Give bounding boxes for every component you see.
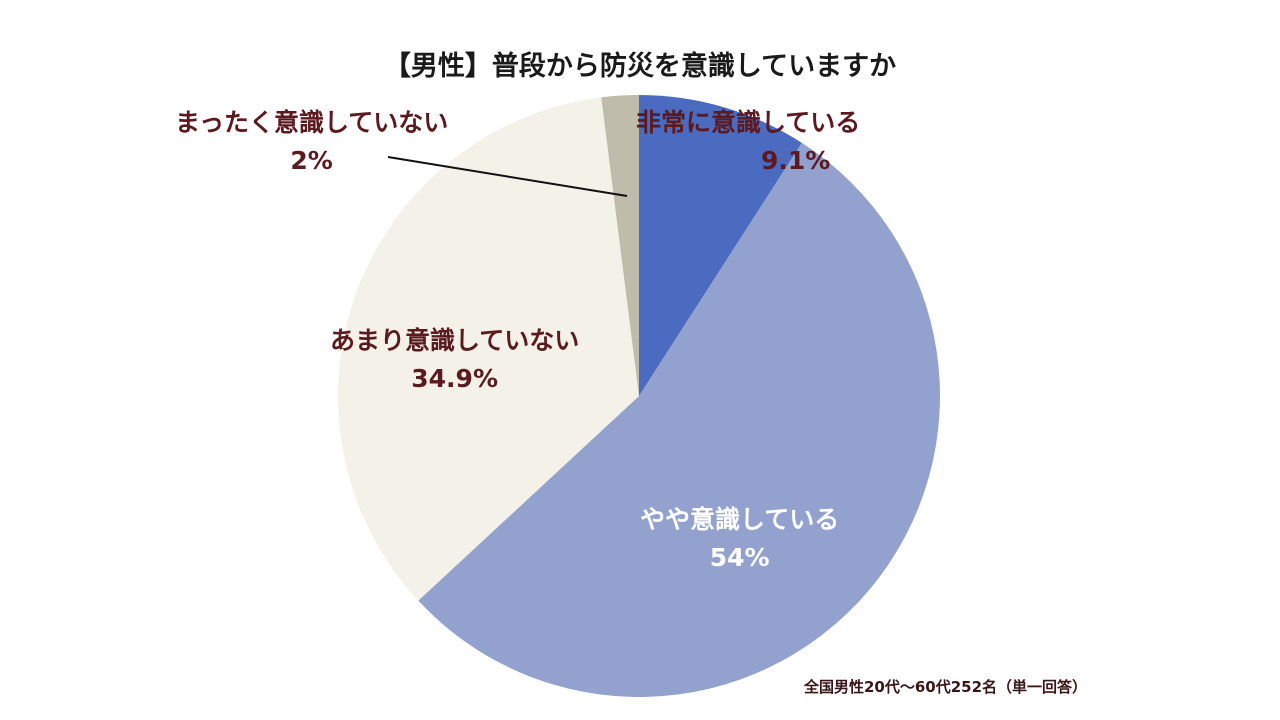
slice-label-0: 非常に意識している 9.1% bbox=[636, 104, 860, 180]
slice-name: 非常に意識している bbox=[636, 108, 861, 137]
leader-line bbox=[387, 156, 628, 197]
pie-slice-3 bbox=[601, 95, 639, 396]
pie-slice-0 bbox=[639, 95, 802, 396]
slice-name: あまり意識していない bbox=[330, 326, 580, 355]
slice-value: 2% bbox=[290, 146, 333, 175]
slice-label-2: あまり意識していない 34.9% bbox=[330, 322, 579, 398]
slice-label-3: まったく意識していない 2% bbox=[175, 104, 448, 180]
pie-slice-2 bbox=[338, 97, 639, 601]
slice-label-1: やや意識している 54% bbox=[640, 501, 839, 577]
pie-slice-1 bbox=[418, 142, 941, 698]
slice-value: 34.9% bbox=[411, 364, 498, 393]
chart-title: 【男性】普段から防災を意識していますか bbox=[383, 51, 897, 82]
slice-name: まったく意識していない bbox=[175, 108, 449, 137]
footnote: 全国男性20代〜60代252名（単一回答） bbox=[804, 678, 1088, 696]
slice-value: 54% bbox=[709, 543, 770, 572]
slice-value: 9.1% bbox=[760, 146, 831, 175]
slice-name: やや意識している bbox=[640, 505, 840, 534]
